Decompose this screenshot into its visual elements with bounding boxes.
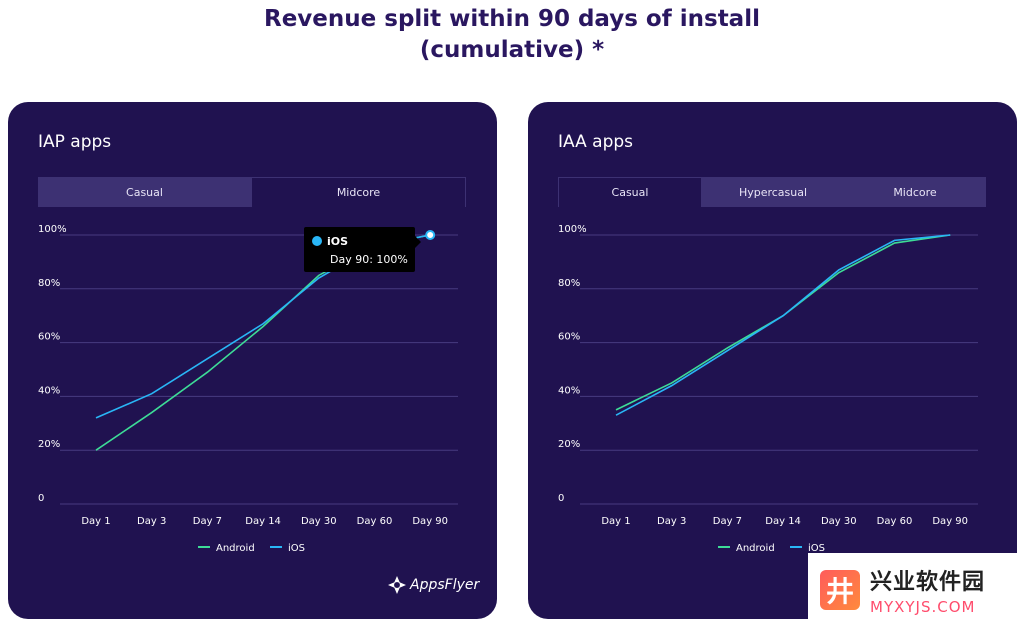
site-watermark: 井 兴业软件园 MYXYJS.COM <box>808 553 1024 627</box>
tab-midcore[interactable]: Midcore <box>893 185 937 199</box>
iap-tab-bar: Casual Midcore <box>38 177 466 207</box>
x-tick-label: Day 60 <box>877 516 913 527</box>
x-tick-label: Day 30 <box>301 516 337 527</box>
x-tick-label: Day 14 <box>765 516 801 527</box>
y-tick-label: 40% <box>38 385 60 396</box>
ios-legend-dot-icon <box>312 236 322 246</box>
y-tick-label: 100% <box>38 224 67 235</box>
y-tick-label: 0 <box>558 493 564 504</box>
ios-series-line <box>615 234 951 416</box>
iaa-apps-panel: IAA apps Casual Hypercasual Midcore 0 20%… <box>528 102 1017 619</box>
iaa-line-chart: 0 20% 40% 60% 80% 100% Day 1 Day 3 Day 7 Day 14 Da… <box>558 224 978 554</box>
x-tick-label: Day 30 <box>821 516 857 527</box>
y-tick-label: 20% <box>558 439 580 450</box>
appsflyer-logo-text: AppsFlyer <box>410 577 480 593</box>
appsflyer-icon <box>388 576 406 594</box>
page-title-line-1: Revenue split within 90 days of install <box>264 6 760 32</box>
tab-hypercasual[interactable]: Hypercasual <box>738 185 808 199</box>
y-tick-label: 80% <box>38 278 60 289</box>
iap-panel-title: IAP apps <box>38 132 112 152</box>
tooltip-series-name: iOS <box>327 235 349 248</box>
y-tick-label: 60% <box>38 332 60 343</box>
ios-legend-label: iOS <box>808 543 825 554</box>
x-tick-label: Day 90 <box>932 516 968 527</box>
page-title: Revenue split within 90 days of install … <box>0 4 1024 66</box>
iap-apps-panel: IAP apps Casual Midcore 0 20% 40% 60% 80% 100… <box>8 102 497 619</box>
iap-line-chart: 0 20% 40% 60% 80% 100% Day 1 Day 3 Day 7 Day 14 Da… <box>38 224 458 554</box>
tab-midcore[interactable]: Midcore <box>251 177 466 207</box>
x-tick-label: Day 7 <box>713 516 742 527</box>
ios-hover-point <box>425 230 436 240</box>
y-tick-label: 60% <box>558 332 580 343</box>
y-tick-label: 80% <box>558 278 580 289</box>
page-title-line-2: (cumulative) * <box>419 37 605 63</box>
y-tick-label: 100% <box>558 224 587 235</box>
watermark-logo-icon: 井 <box>820 570 860 610</box>
watermark-url: MYXYJS.COM <box>870 598 976 616</box>
y-tick-label: 0 <box>38 493 44 504</box>
x-tick-label: Day 3 <box>657 516 686 527</box>
x-tick-label: Day 1 <box>601 516 630 527</box>
x-tick-label: Day 3 <box>137 516 166 527</box>
ios-legend-label: iOS <box>288 543 305 554</box>
x-tick-label: Day 60 <box>357 516 393 527</box>
tab-casual[interactable]: Casual <box>126 185 163 199</box>
android-legend-label: Android <box>216 543 255 554</box>
android-series-line <box>615 234 951 411</box>
x-tick-label: Day 90 <box>412 516 448 527</box>
x-tick-label: Day 14 <box>245 516 281 527</box>
appsflyer-logo: AppsFlyer <box>386 574 479 596</box>
watermark-site-name: 兴业软件园 <box>870 570 986 595</box>
tab-casual[interactable]: Casual <box>558 177 702 207</box>
y-tick-label: 20% <box>38 439 60 450</box>
x-tick-label: Day 7 <box>193 516 222 527</box>
android-legend-label: Android <box>736 543 775 554</box>
iaa-tab-bar: Casual Hypercasual Midcore <box>558 177 986 207</box>
tooltip-arrow <box>415 236 421 248</box>
y-tick-label: 40% <box>558 385 580 396</box>
tooltip-value: Day 90: 100% <box>330 253 408 266</box>
ios-tooltip: iOS Day 90: 100% <box>304 227 421 272</box>
iaa-panel-title: IAA apps <box>558 132 634 152</box>
x-tick-label: Day 1 <box>81 516 110 527</box>
